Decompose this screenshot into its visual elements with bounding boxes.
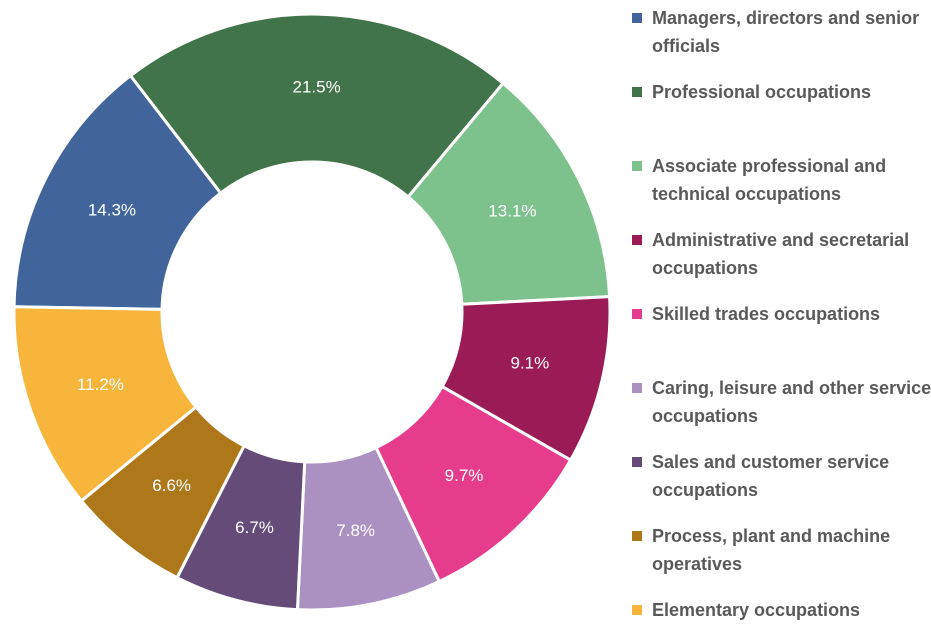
legend-item: Caring, leisure and other service occupa… <box>632 374 931 430</box>
legend-item: Professional occupations <box>632 78 931 106</box>
legend-label: Associate professional and technical occ… <box>652 156 887 204</box>
legend-swatch <box>632 309 642 319</box>
donut-slice <box>128 12 506 200</box>
value-label: 7.8% <box>336 521 375 540</box>
legend-label: Administrative and secretarial occupatio… <box>652 230 910 278</box>
legend-label: Managers, directors and senior officials <box>652 8 920 56</box>
value-label: 14.3% <box>88 201 136 220</box>
legend-item: Elementary occupations <box>632 596 931 624</box>
value-label: 11.2% <box>77 375 124 394</box>
legend-label: Process, plant and machine operatives <box>652 526 891 574</box>
legend-item: Sales and customer service occupations <box>632 448 931 504</box>
legend-swatch <box>632 383 642 393</box>
legend-label: Elementary occupations <box>652 600 861 620</box>
legend-item: Administrative and secretarial occupatio… <box>632 226 931 282</box>
legend-item: Skilled trades occupations <box>632 300 931 328</box>
legend-label: Skilled trades occupations <box>652 304 881 324</box>
value-label: 9.7% <box>445 466 484 485</box>
legend-item: Associate professional and technical occ… <box>632 152 931 208</box>
value-label: 13.1% <box>488 201 536 220</box>
donut-slice <box>12 305 199 503</box>
donut-slice <box>406 81 612 306</box>
legend-item: Process, plant and machine operatives <box>632 522 931 578</box>
legend-label: Sales and customer service occupations <box>652 452 890 500</box>
legend-swatch <box>632 605 642 615</box>
legend-swatch <box>632 235 642 245</box>
value-label: 6.6% <box>152 476 191 495</box>
legend-item: Managers, directors and senior officials <box>632 4 931 60</box>
legend-swatch <box>632 87 642 97</box>
legend-swatch <box>632 13 642 23</box>
value-label: 21.5% <box>293 78 341 97</box>
value-label: 6.7% <box>235 518 274 537</box>
legend-label: Professional occupations <box>652 82 872 102</box>
legend-swatch <box>632 161 642 171</box>
legend-swatch <box>632 457 642 467</box>
legend-swatch <box>632 531 642 541</box>
donut-slice <box>12 73 223 311</box>
value-label: 9.1% <box>511 353 550 372</box>
legend-label: Caring, leisure and other service occupa… <box>652 378 931 426</box>
